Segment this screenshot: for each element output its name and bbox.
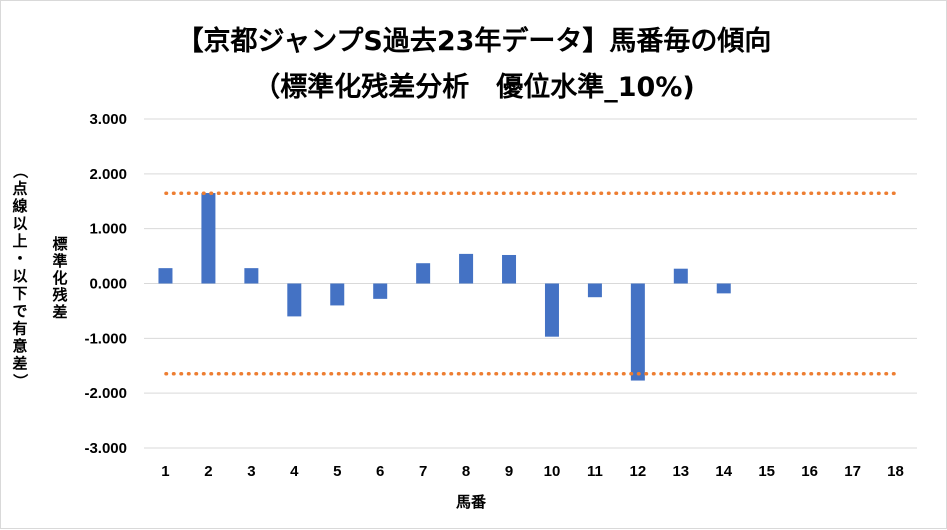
bar-horse-9 (502, 254, 517, 284)
y-title-char: 線 (12, 197, 27, 215)
y-tick-label: 0.000 (89, 276, 127, 293)
bar-horse-13 (673, 268, 688, 284)
bar-horse-8 (459, 253, 474, 284)
y-tick-label: -2.000 (84, 385, 127, 402)
x-tick-label: 6 (376, 463, 384, 480)
x-axis-title: 馬番 (456, 493, 487, 511)
x-tick-label: 7 (419, 463, 427, 480)
x-tick-label: 17 (844, 463, 861, 480)
bar-horse-1 (158, 268, 173, 284)
y-title-char: 意 (12, 337, 27, 355)
x-tick-label: 5 (333, 463, 341, 480)
x-axis-tick-labels: 1 2 3 4 5 6 7 8 9 10 11 12 13 14 15 16 17 18 (161, 463, 904, 480)
x-tick-label: 11 (587, 463, 603, 480)
y-tick-label: -1.000 (84, 330, 127, 347)
bar-horse-6 (373, 283, 388, 299)
x-tick-label: 18 (887, 463, 904, 480)
bar-horse-4 (287, 283, 302, 317)
gridlines (144, 118, 917, 449)
bars (158, 193, 731, 381)
x-tick-label: 1 (161, 463, 169, 480)
bar-horse-7 (416, 263, 431, 284)
y-title-char: 上 (12, 232, 27, 250)
y-axis-tick-labels: 3.000 2.000 1.000 0.000 -1.000 -2.000 -3.000 (84, 111, 127, 457)
y-title-char: 残 (52, 286, 67, 304)
chart-subtitle: （標準化残差分析 優位水準_10%) (253, 71, 694, 103)
x-tick-label: 15 (758, 463, 775, 480)
y-title-char: 点 (12, 180, 27, 198)
y-title-char: 以 (12, 267, 27, 285)
x-tick-label: 16 (801, 463, 818, 480)
x-tick-label: 2 (204, 463, 212, 480)
y-title-char: 差 (12, 355, 27, 373)
y-tick-label: 1.000 (89, 221, 127, 238)
bar-horse-11 (587, 283, 602, 298)
y-axis-title: 標準化残差 (52, 235, 67, 321)
y-title-char: で (12, 302, 27, 320)
y-title-char: 差 (52, 303, 67, 321)
x-tick-label: 8 (462, 463, 470, 480)
chart-title: 【京都ジャンプS過去23年データ】馬番毎の傾向 (177, 25, 772, 57)
bar-horse-10 (544, 283, 559, 337)
y-title-char: 以 (12, 215, 27, 233)
bar-horse-3 (244, 268, 259, 284)
x-tick-label: 9 (505, 463, 513, 480)
y-tick-label: 3.000 (89, 111, 127, 128)
x-tick-label: 4 (290, 463, 299, 480)
x-tick-label: 10 (544, 463, 561, 480)
significance-lines (164, 191, 901, 376)
y-title-char: 標 (52, 235, 67, 253)
x-tick-label: 3 (247, 463, 255, 480)
y-title-char: 下 (12, 285, 27, 303)
x-tick-label: 12 (630, 463, 647, 480)
y-tick-label: 2.000 (89, 166, 127, 183)
y-title-char: 準 (52, 252, 67, 270)
y-title-char: 化 (52, 269, 67, 287)
bar-horse-5 (330, 283, 345, 306)
bar-horse-2 (201, 193, 216, 284)
x-tick-label: 14 (715, 463, 732, 480)
bar-horse-12 (630, 283, 645, 381)
y-tick-label: -3.000 (84, 440, 127, 457)
y-title-char: （ (11, 163, 29, 178)
y-title-char: ） (11, 373, 29, 388)
x-tick-label: 13 (672, 463, 689, 480)
bar-horse-14 (716, 283, 731, 294)
y-title-char: ・ (12, 250, 27, 268)
y-title-char: 有 (12, 320, 27, 338)
